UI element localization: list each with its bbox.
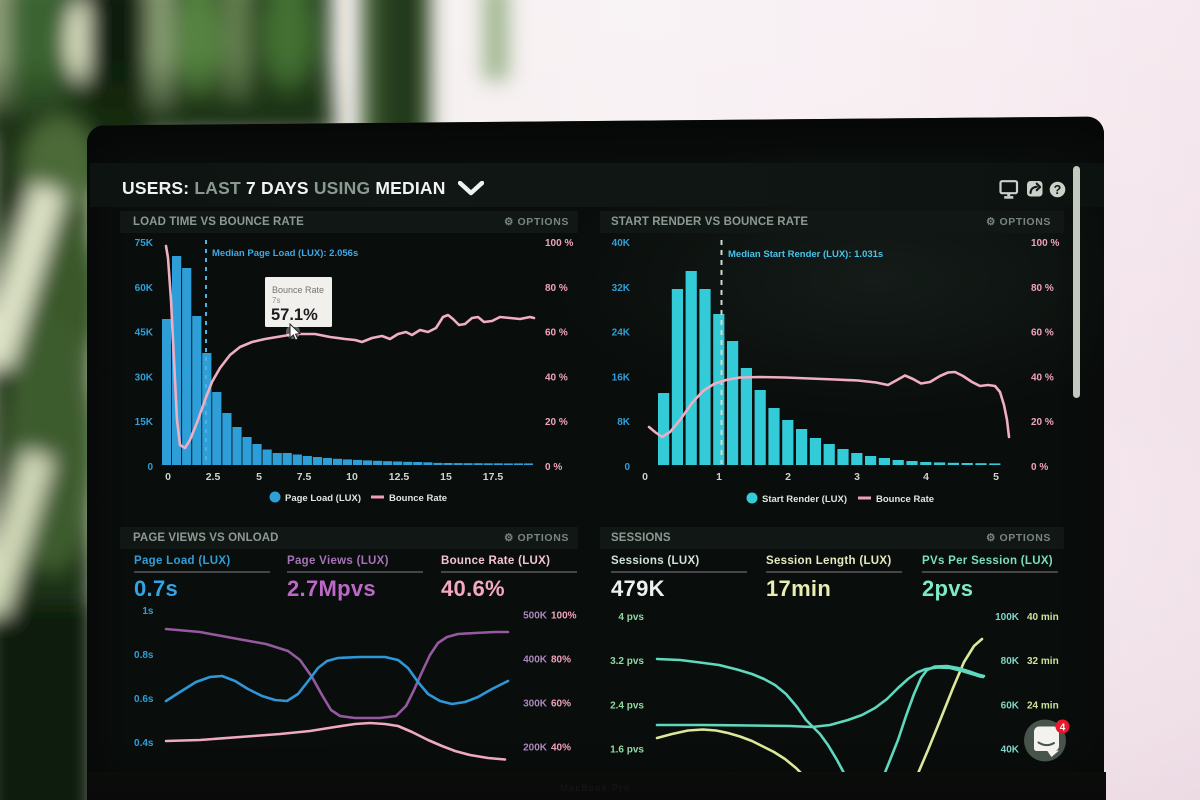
svg-text:80 %: 80 % [545,283,568,294]
svg-text:7s: 7s [272,296,280,305]
svg-text:4 pvs: 4 pvs [618,612,644,623]
svg-text:1: 1 [716,471,722,483]
svg-text:32K: 32K [612,283,631,294]
svg-text:Bounce Rate: Bounce Rate [876,494,934,505]
svg-text:0.8s: 0.8s [134,650,154,661]
svg-text:0.6s: 0.6s [134,694,154,705]
svg-text:100 %: 100 % [1031,238,1059,249]
svg-text:12.5: 12.5 [389,471,410,483]
svg-text:300K: 300K [523,699,548,710]
svg-text:24K: 24K [612,328,631,339]
svg-text:1.6 pvs: 1.6 pvs [610,745,644,756]
svg-text:45K: 45K [135,328,154,339]
svg-text:200K: 200K [523,743,548,754]
svg-text:1s: 1s [142,606,154,617]
svg-text:40K: 40K [1001,745,1020,756]
svg-text:?: ? [1054,183,1062,197]
svg-text:20 %: 20 % [545,417,568,428]
svg-text:32 min: 32 min [1027,656,1059,667]
svg-text:60 %: 60 % [1031,328,1054,339]
svg-text:17.5: 17.5 [483,471,504,483]
svg-text:4: 4 [1060,722,1066,733]
svg-text:100 %: 100 % [545,238,573,249]
svg-text:60 %: 60 % [545,328,568,339]
svg-text:5: 5 [993,471,999,483]
svg-text:Bounce Rate: Bounce Rate [272,285,324,295]
svg-text:60K: 60K [135,283,154,294]
svg-text:40K: 40K [612,238,631,249]
svg-text:0: 0 [147,462,153,473]
svg-text:80 %: 80 % [1031,283,1054,294]
svg-text:4: 4 [923,471,929,483]
svg-text:500K: 500K [523,611,548,622]
svg-text:80K: 80K [1001,656,1020,667]
svg-text:Bounce Rate: Bounce Rate [389,493,447,504]
svg-text:40 %: 40 % [545,372,568,383]
svg-text:0: 0 [165,471,171,483]
svg-text:100K: 100K [995,612,1020,623]
svg-text:0: 0 [624,462,630,473]
svg-text:3.2 pvs: 3.2 pvs [610,656,644,667]
svg-text:Start Render (LUX): Start Render (LUX) [762,494,847,505]
svg-text:0 %: 0 % [545,462,562,473]
svg-text:80%: 80% [551,655,571,666]
svg-text:16K: 16K [612,372,631,383]
svg-text:40 min: 40 min [1027,612,1059,623]
svg-text:60%: 60% [551,699,571,710]
svg-text:5: 5 [256,471,262,483]
svg-text:100%: 100% [551,611,577,622]
svg-text:Median Start Render (LUX): 1.0: Median Start Render (LUX): 1.031s [728,249,883,260]
svg-text:2.4 pvs: 2.4 pvs [610,701,644,712]
svg-text:40%: 40% [551,743,571,754]
svg-text:60K: 60K [1001,701,1020,712]
svg-text:24 min: 24 min [1027,701,1059,712]
svg-text:10: 10 [346,471,358,483]
svg-text:0 %: 0 % [1031,462,1048,473]
svg-text:15K: 15K [135,417,154,428]
svg-text:75K: 75K [135,238,154,249]
svg-text:7.5: 7.5 [297,471,312,483]
svg-text:0.4s: 0.4s [134,738,154,749]
svg-text:40 %: 40 % [1031,372,1054,383]
svg-text:Median Page Load (LUX): 2.056s: Median Page Load (LUX): 2.056s [212,248,358,259]
svg-text:30K: 30K [135,372,154,383]
svg-text:Page Load (LUX): Page Load (LUX) [285,493,361,504]
svg-text:0: 0 [642,471,648,483]
svg-text:2: 2 [785,471,791,483]
svg-text:20 %: 20 % [1031,417,1054,428]
svg-text:57.1%: 57.1% [271,306,318,324]
svg-text:400K: 400K [523,655,548,666]
svg-text:3: 3 [854,471,860,483]
svg-text:2.5: 2.5 [206,471,221,483]
svg-text:15: 15 [440,471,452,483]
svg-text:8K: 8K [617,417,631,428]
